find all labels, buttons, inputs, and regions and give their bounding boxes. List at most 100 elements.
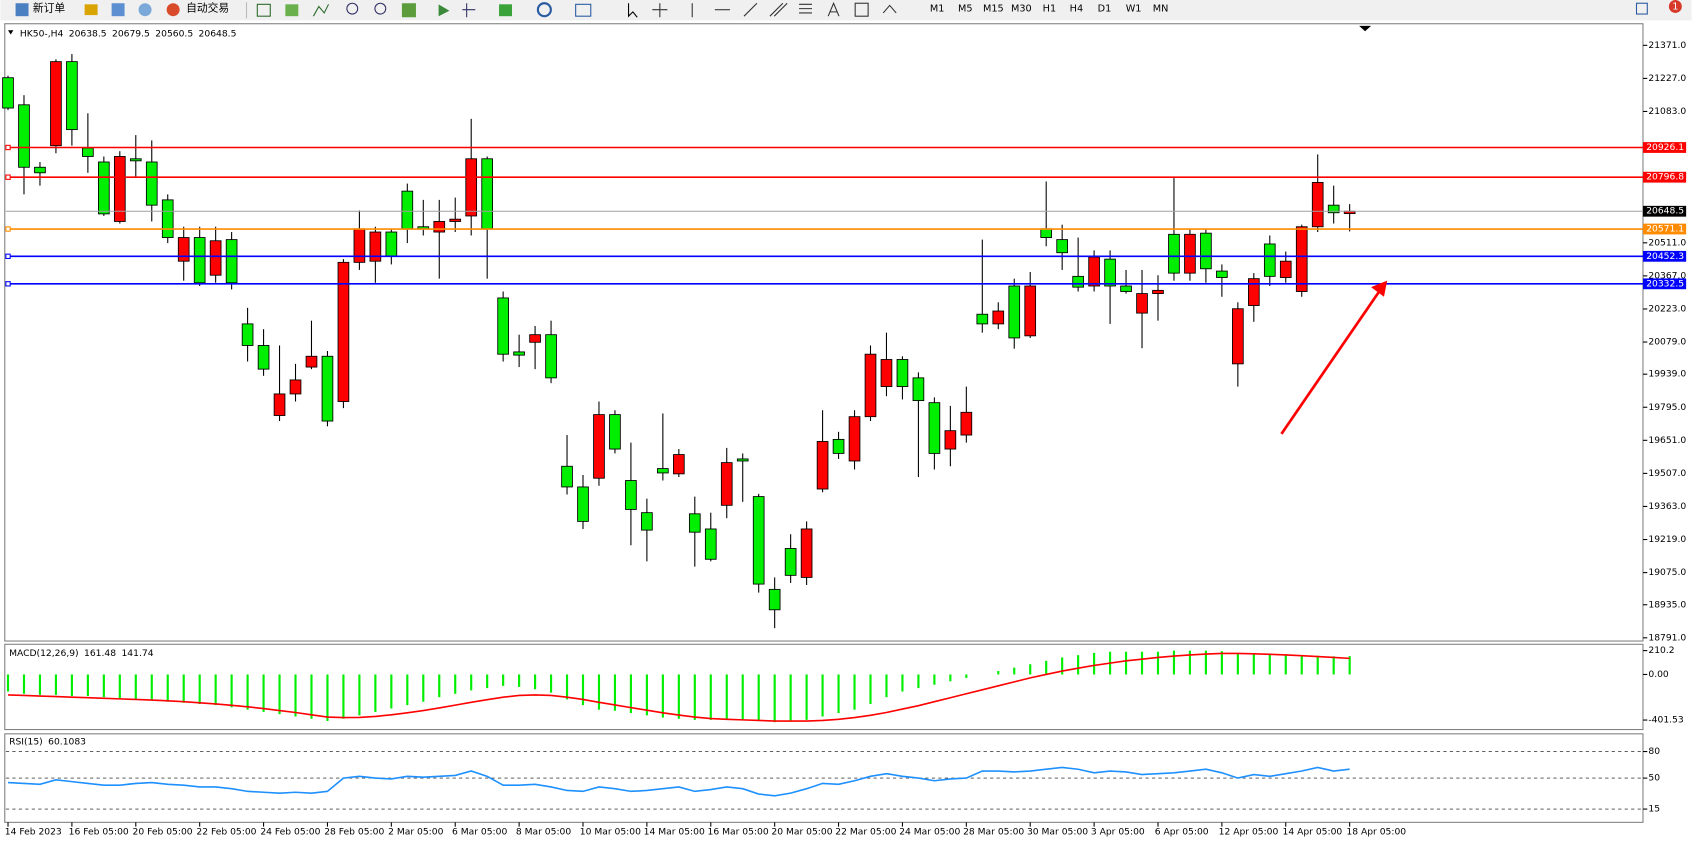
timeframe-button[interactable]: MN xyxy=(1153,4,1169,15)
bid-label-bg xyxy=(1642,205,1687,217)
x-tick-label: 6 Mar 05:00 xyxy=(452,827,507,838)
auto-trading-icon[interactable] xyxy=(166,3,180,17)
candle-body xyxy=(992,310,1005,325)
notification-count[interactable]: 1 xyxy=(1672,1,1678,12)
period-icon[interactable] xyxy=(536,2,552,18)
x-tick-label: 6 Apr 05:00 xyxy=(1155,827,1209,838)
candle-body xyxy=(1200,232,1212,270)
level-label: 20332.5 xyxy=(1646,278,1684,289)
candle-body xyxy=(864,353,877,418)
search-icon[interactable] xyxy=(1635,2,1648,15)
header-value: HK50-,H4 xyxy=(20,28,64,39)
timeframe-button[interactable]: M5 xyxy=(958,4,973,15)
y-tick-label: 210.2 xyxy=(1648,645,1674,656)
candle-body xyxy=(1279,260,1292,278)
macd-signal xyxy=(7,652,1350,722)
timeframe-button[interactable]: M1 xyxy=(930,4,945,15)
panel-header: RSI(15) 60.1083 xyxy=(9,736,86,747)
header-value: 161.48 xyxy=(84,647,116,658)
y-tick-label: 19651.0 xyxy=(1648,435,1686,446)
auto-trading-button[interactable]: 自动交易 xyxy=(186,2,229,15)
x-tick-label: 16 Feb 05:00 xyxy=(69,827,129,838)
timeframe-button[interactable]: D1 xyxy=(1098,4,1112,15)
candle-body xyxy=(657,468,669,474)
candle-body xyxy=(161,199,174,238)
new-order-button[interactable]: 新订单 xyxy=(33,2,66,15)
candle-body xyxy=(321,355,334,422)
trendline-icon[interactable] xyxy=(743,2,758,17)
y-tick-label: 20367.0 xyxy=(1648,270,1686,281)
x-tick-label: 28 Feb 05:00 xyxy=(324,827,384,838)
timeframe-button[interactable]: M30 xyxy=(1011,4,1032,15)
candle-icon[interactable] xyxy=(285,4,299,17)
tile-icon[interactable] xyxy=(401,3,416,18)
y-tick-label: 21371.0 xyxy=(1648,40,1686,51)
candle-body xyxy=(704,528,717,560)
panel-header: HK50-,H4 20638.5 20679.5 20560.5 20648.5 xyxy=(20,28,237,39)
candle-body xyxy=(641,512,653,531)
y-tick-label: 19075.0 xyxy=(1648,567,1686,578)
bar-chart-icon[interactable] xyxy=(256,3,271,17)
candle-body xyxy=(18,104,30,168)
template-icon[interactable] xyxy=(575,3,592,17)
timeframe-button[interactable]: H1 xyxy=(1043,4,1056,15)
indicator-icon[interactable] xyxy=(499,4,512,17)
candle-body xyxy=(289,379,302,395)
candle-body xyxy=(928,402,941,454)
candle-body xyxy=(1072,275,1084,288)
candle-body xyxy=(896,359,909,388)
level-label: 20452.3 xyxy=(1646,251,1684,262)
candle-body xyxy=(497,297,509,355)
candle-body xyxy=(241,323,254,346)
scroll-icon[interactable] xyxy=(438,4,450,17)
x-tick-label: 22 Mar 05:00 xyxy=(835,827,896,838)
zoom-out-icon[interactable] xyxy=(374,2,387,15)
crosshair-icon[interactable] xyxy=(652,3,668,18)
y-tick-label: 18935.0 xyxy=(1648,599,1686,610)
new-order-icon[interactable] xyxy=(15,3,29,17)
header-value: 141.74 xyxy=(121,647,153,658)
line-icon[interactable] xyxy=(312,4,330,17)
x-tick-label: 18 Apr 05:00 xyxy=(1346,827,1406,838)
text-icon[interactable] xyxy=(827,1,840,17)
level-label-bg xyxy=(1642,250,1687,262)
level-label: 20796.8 xyxy=(1646,172,1684,183)
label-icon[interactable] xyxy=(854,2,869,17)
channel-icon[interactable] xyxy=(769,2,788,17)
candle-body xyxy=(1104,258,1116,287)
panel-header: MACD(12,26,9) 161.48 141.74 xyxy=(9,647,154,658)
y-tick-label: 21083.0 xyxy=(1648,106,1686,117)
x-tick-label: 14 Mar 05:00 xyxy=(644,827,705,838)
level-label-bg xyxy=(1642,142,1687,153)
toolbar-bg xyxy=(0,0,1692,21)
timeframe-button[interactable]: W1 xyxy=(1126,4,1142,15)
candle-body xyxy=(305,355,318,368)
x-tick-label: 12 Apr 05:00 xyxy=(1219,827,1279,838)
zoom-in-icon[interactable] xyxy=(346,2,359,15)
y-tick-label: 19795.0 xyxy=(1648,402,1686,413)
candle-body xyxy=(1184,233,1196,274)
y-tick-label: 19507.0 xyxy=(1648,468,1686,479)
tool-icon[interactable] xyxy=(84,4,98,16)
candle-body xyxy=(1120,285,1132,292)
candle-body xyxy=(1232,308,1244,365)
tool-icon[interactable] xyxy=(111,3,125,17)
candle-body xyxy=(577,486,589,522)
timeframe-button[interactable]: M15 xyxy=(983,4,1004,15)
candle-body xyxy=(976,313,989,325)
cursor-icon[interactable] xyxy=(628,3,638,18)
fibo-icon[interactable] xyxy=(799,3,813,14)
level-label: 20926.1 xyxy=(1646,142,1684,153)
notification-badge[interactable] xyxy=(1668,0,1682,13)
candle-body xyxy=(1327,204,1340,214)
timeframe-button[interactable]: H4 xyxy=(1070,4,1083,15)
candle-body xyxy=(369,231,382,262)
candle-body xyxy=(337,261,350,402)
shift-icon[interactable] xyxy=(462,3,476,18)
level-handle xyxy=(5,281,11,287)
arrows-icon[interactable] xyxy=(882,4,897,14)
level-handle xyxy=(5,174,11,180)
candle-body xyxy=(673,454,685,475)
tool-icon[interactable] xyxy=(138,3,152,17)
